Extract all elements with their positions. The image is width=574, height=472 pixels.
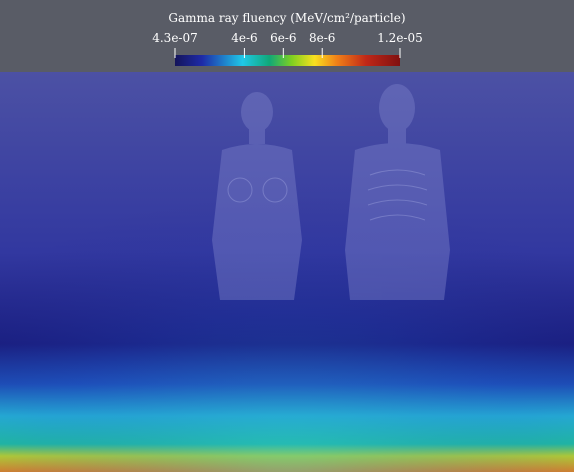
render-view: Gamma ray fluency (MeV/cm²/particle) 4.3… xyxy=(0,0,574,472)
colorbar-title: Gamma ray fluency (MeV/cm²/particle) xyxy=(168,11,405,25)
colorbar-tick-label: 1.2e-05 xyxy=(377,31,423,45)
page: Gamma ray fluency (MeV/cm²/particle) 4.3… xyxy=(0,0,574,472)
colorbar-tick-label: 6e-6 xyxy=(270,31,296,45)
colorbar-tick-label: 4e-6 xyxy=(231,31,257,45)
colorbar-tick-label: 4.3e-07 xyxy=(152,31,198,45)
colorbar xyxy=(175,55,400,66)
colorbar-tick-label: 8e-6 xyxy=(309,31,335,45)
